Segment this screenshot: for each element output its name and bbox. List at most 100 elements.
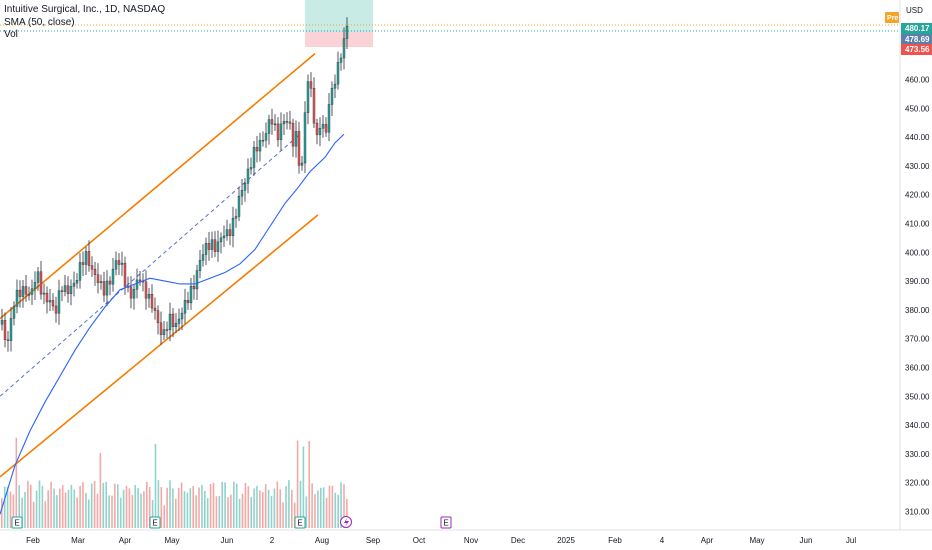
volume-bar xyxy=(244,482,247,528)
volume-bar xyxy=(151,499,154,528)
time-tick-label: Oct xyxy=(413,536,426,545)
candle-body xyxy=(138,279,142,282)
candle-body xyxy=(0,320,4,325)
volume-bar xyxy=(166,487,168,528)
volume-bar xyxy=(253,488,255,528)
candle-body xyxy=(66,285,70,294)
currency-label[interactable]: USD xyxy=(906,6,923,15)
earnings-marker xyxy=(294,516,306,529)
candle-body xyxy=(219,237,223,243)
earnings-marker-label: E xyxy=(14,519,19,528)
time-tick-label: Apr xyxy=(119,536,132,545)
volume-bar xyxy=(85,493,87,528)
candle-body xyxy=(72,282,76,287)
price-tick-label: 380.00 xyxy=(905,306,930,315)
volume-bar xyxy=(35,490,38,528)
candle-body xyxy=(27,294,31,296)
time-tick-label: Aug xyxy=(315,536,329,545)
price-axis[interactable]: 310.00 320.00 330.00 340.00 350.00 360.00 370.… xyxy=(905,47,930,517)
volume-bar xyxy=(209,483,212,528)
volume-bar xyxy=(293,502,296,528)
volume-bar xyxy=(256,485,258,528)
candle-body xyxy=(33,282,37,289)
volume-bar xyxy=(24,491,26,528)
volume-bar xyxy=(38,480,41,528)
candle-body xyxy=(144,281,148,299)
future-earnings-marker xyxy=(440,516,452,529)
volume-bar xyxy=(262,492,264,528)
volume-bar xyxy=(285,486,287,528)
candle-body xyxy=(48,300,52,303)
volume-bar xyxy=(311,483,313,528)
sma-line xyxy=(0,133,345,515)
candle-body xyxy=(75,280,79,284)
volume-bar xyxy=(160,487,163,528)
price-channel[interactable] xyxy=(0,52,319,478)
candle-body xyxy=(258,140,262,152)
volume-bar xyxy=(96,493,99,528)
volume-bar xyxy=(169,480,171,528)
volume-bar xyxy=(180,482,183,528)
volume-bar xyxy=(227,497,229,528)
volume-bar xyxy=(27,480,29,528)
volume-bar xyxy=(125,486,128,528)
volume-bar xyxy=(47,490,49,528)
volume-bar xyxy=(163,505,165,528)
candle-body xyxy=(54,305,58,314)
volume-bar xyxy=(148,486,151,528)
sma-indicator-label[interactable]: SMA (50, close) xyxy=(4,16,75,28)
volume-bar xyxy=(73,489,76,528)
sma-polyline xyxy=(0,133,345,515)
volume-bar xyxy=(15,437,18,528)
candle-body xyxy=(330,87,334,105)
candle-body xyxy=(273,123,277,126)
stop-zone[interactable] xyxy=(305,32,373,47)
volume-bar xyxy=(102,482,105,528)
volume-bar xyxy=(59,488,61,528)
target-zone[interactable] xyxy=(305,0,373,32)
candle-body xyxy=(246,168,250,184)
volume-bar xyxy=(61,485,64,528)
volume-bar xyxy=(270,496,273,528)
candle-body xyxy=(153,307,157,311)
volume-bar xyxy=(331,485,334,528)
volume-bar xyxy=(291,489,293,528)
volume-bar xyxy=(212,482,215,528)
candle-body xyxy=(264,133,268,141)
candle-body xyxy=(201,254,205,261)
candle-body xyxy=(198,260,202,271)
svg-text:480.17: 480.17 xyxy=(905,24,930,33)
price-tick-label: 350.00 xyxy=(905,392,930,401)
volume-bar xyxy=(30,484,32,528)
candle-body xyxy=(228,229,232,236)
risk-reward-box[interactable] xyxy=(305,0,373,47)
volume-bar xyxy=(314,494,316,528)
candle-body xyxy=(339,57,343,63)
volume-bar xyxy=(189,488,192,528)
candle-body xyxy=(324,124,328,133)
candle-body xyxy=(213,239,217,252)
volume-bar xyxy=(206,498,209,528)
candle-body xyxy=(306,81,310,113)
volume-bar xyxy=(279,489,281,528)
volume-bar xyxy=(230,494,232,528)
volume-bar xyxy=(204,490,206,528)
time-axis[interactable]: Feb Mar Apr May Jun 2 Aug Sep Oct Nov Dec 2025 Feb 4 A… xyxy=(26,536,856,545)
candle-body xyxy=(318,128,322,135)
volume-indicator-label[interactable]: Vol xyxy=(4,29,18,40)
volume-bar xyxy=(119,497,122,528)
symbol-title[interactable]: Intuitive Surgical, Inc., 1D, NASDAQ xyxy=(4,4,166,15)
volume-bar xyxy=(157,480,160,528)
candle-body xyxy=(51,300,55,307)
volume-bar xyxy=(117,484,119,528)
candle-body xyxy=(309,81,313,89)
candle-body xyxy=(21,286,25,297)
candle-body xyxy=(15,289,19,307)
volume-bar xyxy=(154,443,157,528)
time-tick-label: May xyxy=(749,536,764,545)
candle-body xyxy=(303,112,307,164)
volume-bar xyxy=(218,495,221,528)
candle-body xyxy=(3,320,7,340)
